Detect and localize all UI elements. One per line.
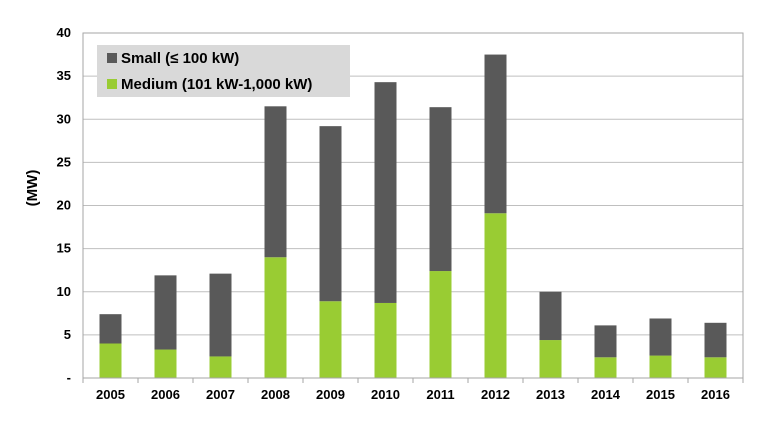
legend: Small (≤ 100 kW) Medium (101 kW-1,000 kW… <box>97 45 350 97</box>
bar-small-2012 <box>484 54 507 214</box>
bar-medium-2016 <box>704 357 727 378</box>
bar-small-2015 <box>649 318 672 356</box>
bar-medium-2013 <box>539 340 562 378</box>
legend-label-medium: Medium (101 kW-1,000 kW) <box>121 76 312 93</box>
bar-small-2005 <box>99 314 122 344</box>
bar-medium-2011 <box>429 271 452 378</box>
x-tick-label: 2013 <box>536 387 565 402</box>
x-tick-label: 2011 <box>426 387 454 402</box>
x-tick-label: 2009 <box>316 387 345 402</box>
bar-small-2016 <box>704 322 727 358</box>
x-tick-label: 2010 <box>371 387 400 402</box>
x-tick-label: 2006 <box>151 387 180 402</box>
legend-swatch-medium <box>107 79 117 89</box>
bar-medium-2009 <box>319 301 342 378</box>
y-axis-label: (MW) <box>24 170 41 207</box>
bar-small-2011 <box>429 107 452 272</box>
bar-medium-2005 <box>99 343 122 378</box>
x-tick-label: 2014 <box>591 387 621 402</box>
plot-frame <box>82 32 744 383</box>
bar-small-2010 <box>374 82 397 303</box>
x-tick-label: 2012 <box>481 387 510 402</box>
bar-medium-2012 <box>484 213 507 378</box>
bar-small-2008 <box>264 106 287 258</box>
y-tick-label: 10 <box>57 284 71 299</box>
legend-background <box>97 45 350 97</box>
x-tick-label: 2016 <box>701 387 730 402</box>
bar-medium-2014 <box>594 357 617 378</box>
bar-medium-2007 <box>209 356 232 378</box>
bar-small-2013 <box>539 291 562 341</box>
y-tick-label: 30 <box>57 111 71 126</box>
bar-small-2006 <box>154 275 177 350</box>
legend-label-small: Small (≤ 100 kW) <box>121 50 239 67</box>
y-tick-label: 40 <box>57 25 71 40</box>
bar-medium-2008 <box>264 257 287 378</box>
y-tick-label: 15 <box>57 241 71 256</box>
bar-medium-2006 <box>154 349 177 378</box>
x-tick-label: 2008 <box>261 387 290 402</box>
x-axis-ticks: 2005 2006 2007 2008 2009 2010 2011 2012 2013 2014… <box>96 387 730 402</box>
bar-small-2014 <box>594 325 617 358</box>
x-tick-label: 2007 <box>206 387 235 402</box>
x-tick-label: 2015 <box>646 387 675 402</box>
y-tick-label: 5 <box>64 327 71 342</box>
y-tick-label: 25 <box>57 154 71 169</box>
bar-small-2007 <box>209 273 232 357</box>
x-tick-label: 2005 <box>96 387 125 402</box>
bars <box>99 54 727 378</box>
y-axis-ticks: - 5 10 15 20 25 30 35 40 <box>57 25 71 385</box>
y-tick-label: - <box>67 370 71 385</box>
legend-swatch-small <box>107 53 117 63</box>
y-tick-label: 35 <box>57 68 71 83</box>
y-tick-label: 20 <box>57 198 71 213</box>
bar-small-2009 <box>319 126 342 302</box>
bar-medium-2010 <box>374 302 397 378</box>
bar-medium-2015 <box>649 355 672 378</box>
